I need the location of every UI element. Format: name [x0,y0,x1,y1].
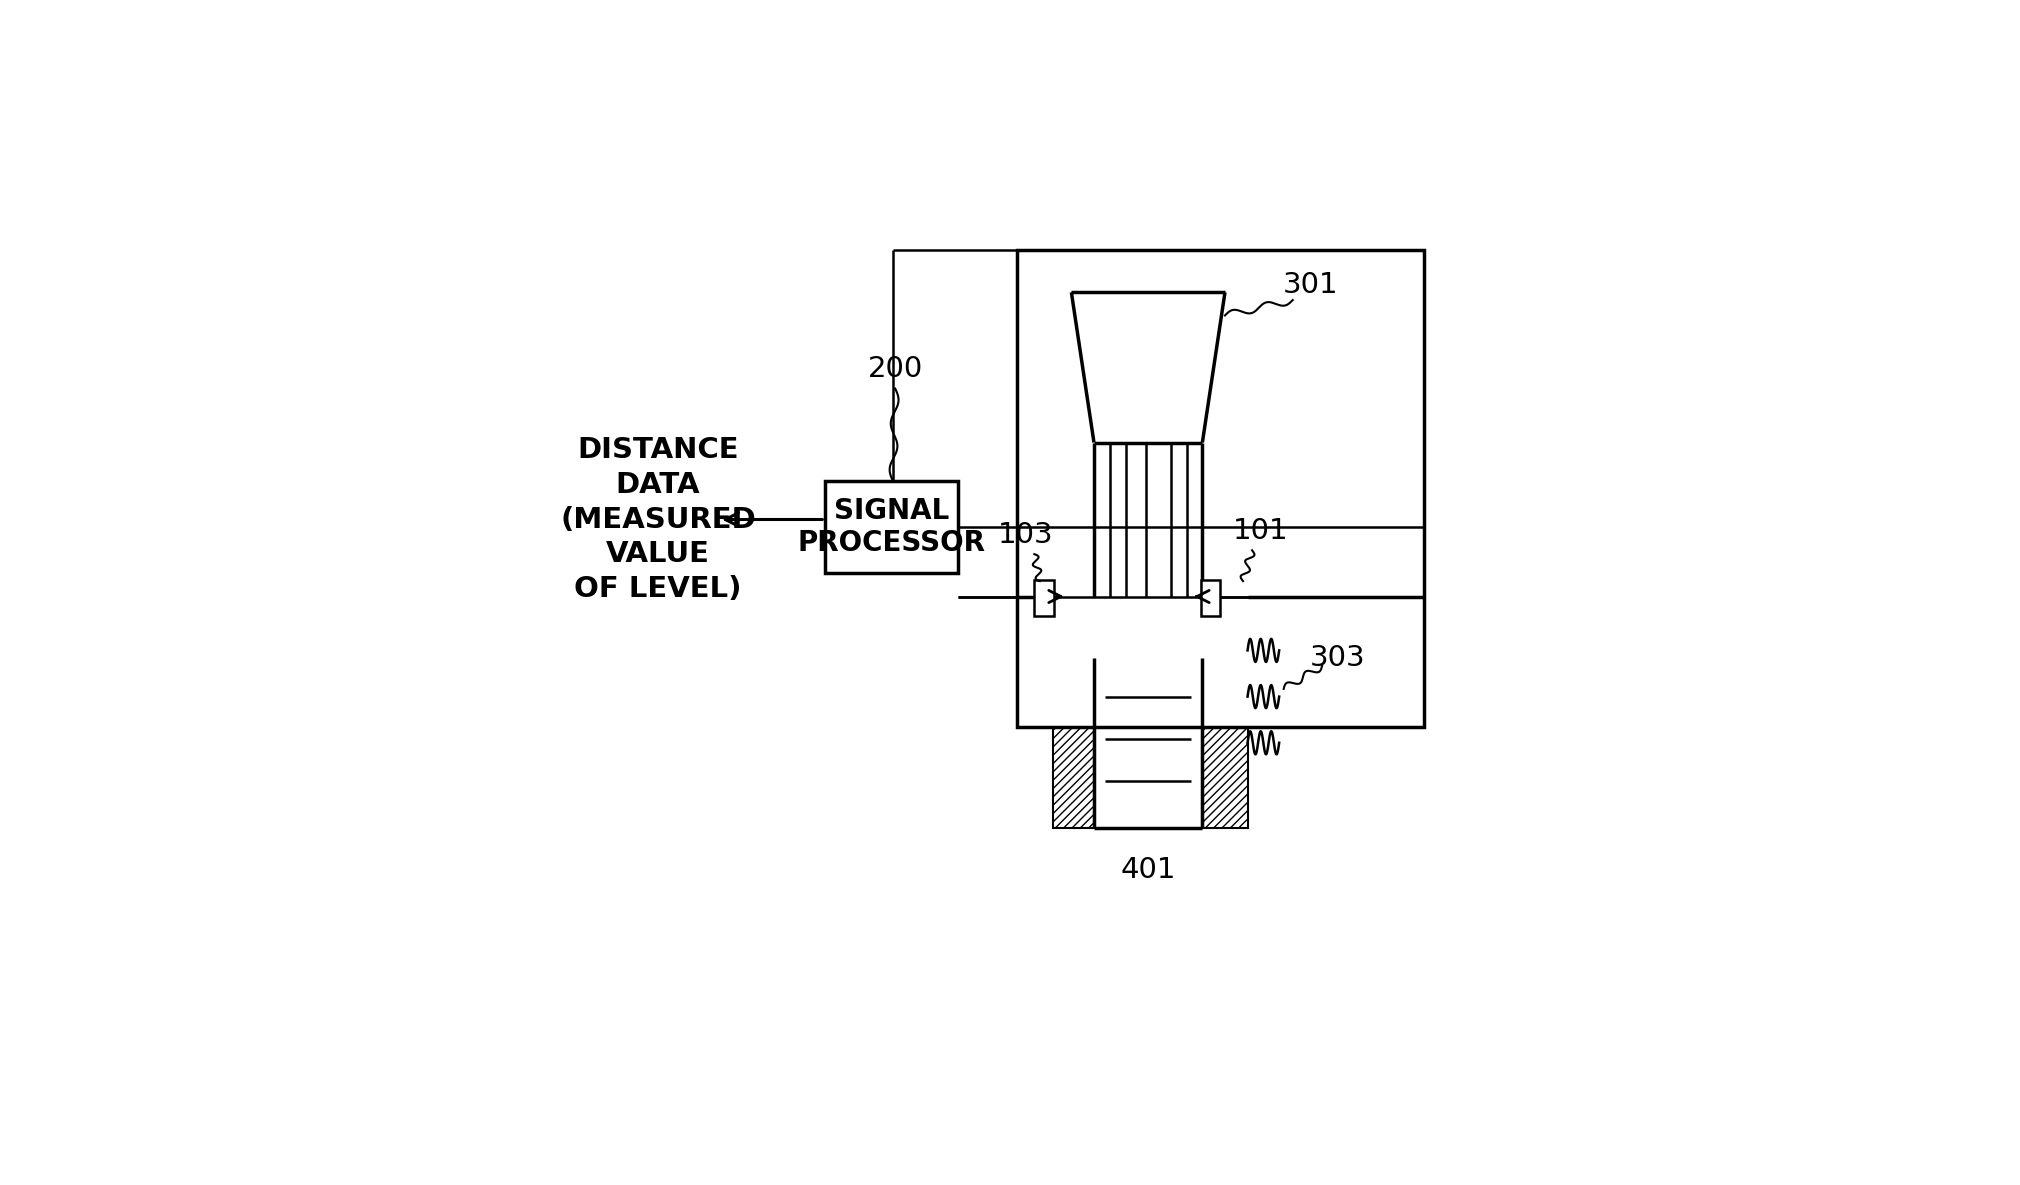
Bar [1202,596,1248,827]
Bar [826,481,957,574]
Text: 401: 401 [1121,856,1176,884]
Text: 103: 103 [998,521,1052,549]
Text: SIGNAL
PROCESSOR: SIGNAL PROCESSOR [798,497,986,557]
Bar [1200,579,1220,616]
Text: 301: 301 [1283,270,1339,299]
Bar [1018,250,1424,728]
Text: DISTANCE
DATA
(MEASURED
VALUE
OF LEVEL): DISTANCE DATA (MEASURED VALUE OF LEVEL) [560,436,755,603]
Text: 200: 200 [869,356,923,384]
Bar [1034,579,1054,616]
Bar [1052,596,1095,827]
Text: 303: 303 [1311,645,1366,672]
Text: 101: 101 [1234,517,1289,545]
